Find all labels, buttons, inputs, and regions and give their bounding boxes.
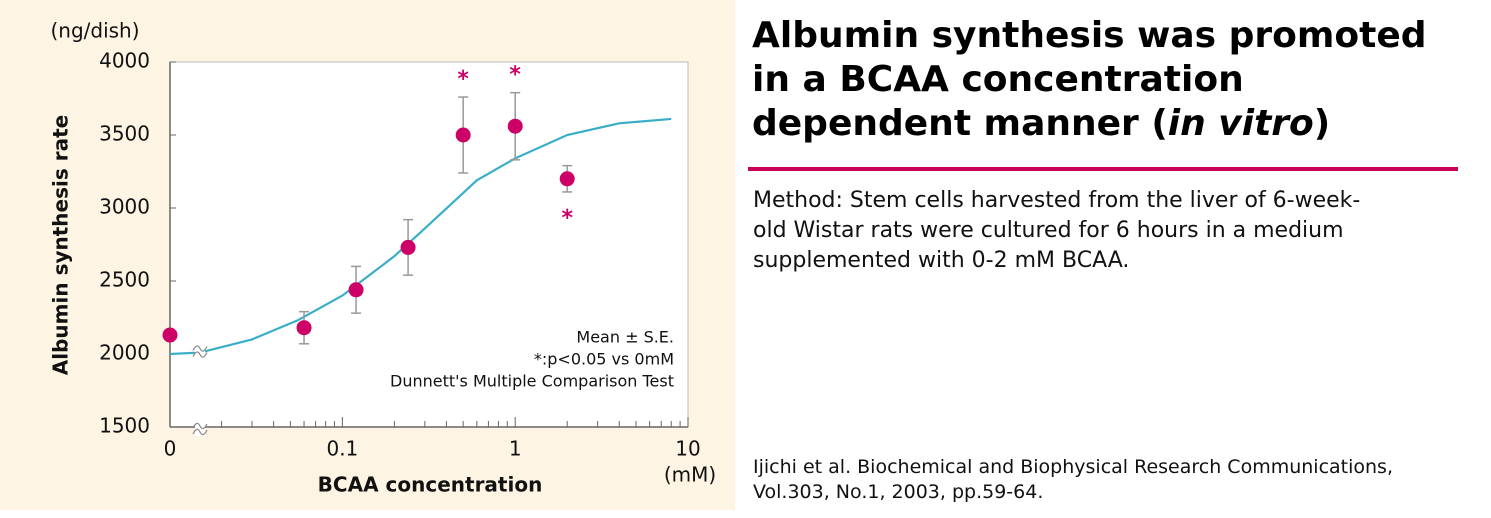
title-part: Albumin synthesis was promoted in a BCAA… xyxy=(752,15,1427,144)
y-tick-label: 2000 xyxy=(99,341,150,365)
title-part: ) xyxy=(1313,103,1331,144)
x-unit: (mM) xyxy=(664,463,716,487)
y-unit: (ng/dish) xyxy=(50,19,139,43)
annotation: Dunnett's Multiple Comparison Test xyxy=(390,372,674,391)
annotation: Mean ± S.E. xyxy=(576,328,674,347)
divider xyxy=(748,167,1458,171)
title-italic: in vitro xyxy=(1167,103,1314,144)
axis-break xyxy=(192,418,208,436)
data-point xyxy=(400,239,416,255)
x-tick-label: 0 xyxy=(164,437,177,461)
y-tick-label: 3000 xyxy=(99,195,150,219)
data-point xyxy=(559,171,575,187)
citation: Ijichi et al. Biochemical and Biophysica… xyxy=(753,456,1393,503)
data-point xyxy=(455,127,471,143)
panel-title: Albumin synthesis was promoted in a BCAA… xyxy=(752,14,1462,146)
x-tick-label: 10 xyxy=(675,437,700,461)
significance-mark: * xyxy=(509,63,521,88)
data-point xyxy=(162,327,178,343)
significance-mark: * xyxy=(561,206,573,231)
y-tick-label: 1500 xyxy=(99,414,150,438)
x-tick-label: 1 xyxy=(509,437,522,461)
data-point xyxy=(507,118,523,134)
chart: (ng/dish) Albumin synthesis rate BCAA co… xyxy=(0,0,735,510)
y-tick-label: 2500 xyxy=(99,268,150,292)
data-point xyxy=(348,282,364,298)
significance-mark: * xyxy=(457,67,469,92)
y-tick-label: 3500 xyxy=(99,122,150,146)
plot-area xyxy=(169,61,689,428)
y-tick-label: 4000 xyxy=(99,49,150,73)
data-point xyxy=(296,320,312,336)
curve-break xyxy=(195,343,205,362)
x-tick-label: 0.1 xyxy=(326,437,358,461)
curve-break-mark xyxy=(192,345,208,358)
y-axis-title: Albumin synthesis rate xyxy=(49,115,73,375)
text-panel: Albumin synthesis was promoted in a BCAA… xyxy=(752,14,1472,146)
method-text: Method: Stem cells harvested from the li… xyxy=(753,188,1361,273)
annotation: *:p<0.05 vs 0mM xyxy=(534,350,674,369)
x-axis-title: BCAA concentration xyxy=(318,473,543,497)
